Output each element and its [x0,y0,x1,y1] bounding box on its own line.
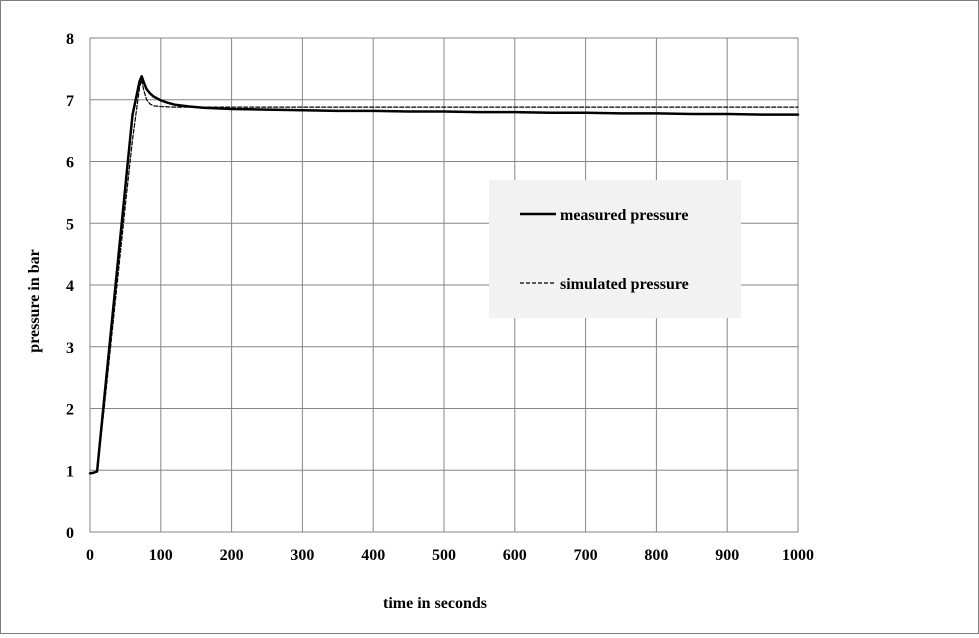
legend-measured-label: measured pressure [560,207,688,224]
y-tick-label: 7 [66,93,74,110]
legend-box [489,180,741,318]
x-tick-label: 500 [432,547,456,564]
x-axis-title: time in seconds [383,595,487,612]
y-tick-label: 5 [66,216,74,233]
y-tick-label: 8 [66,31,74,48]
y-tick-label: 3 [66,340,74,357]
x-tick-label: 400 [361,547,385,564]
y-tick-label: 0 [66,525,74,542]
x-tick-label: 600 [503,547,527,564]
series-layer [88,75,800,475]
x-tick-label: 700 [574,547,598,564]
x-tick-label: 100 [149,547,173,564]
y-tick-label: 4 [66,278,74,295]
x-tick-label: 300 [290,547,314,564]
y-axis-title: pressure in bar [26,249,43,352]
simulated-pressure-line [89,79,799,474]
y-tick-label: 2 [66,402,74,419]
y-tick-label: 6 [66,155,74,172]
legend: measured pressure simulated pressure [489,180,741,318]
x-tick-label: 200 [220,547,244,564]
plot-area-border [89,37,799,533]
y-tick-label: 1 [66,463,74,480]
axis-layer: 0 100 200 300 400 500 600 700 800 900 1000 0 1 2 3 4 5 6 7… [66,31,814,564]
measured-pressure-line [88,75,800,475]
legend-simulated-label: simulated pressure [560,276,689,293]
x-tick-label: 1000 [782,547,814,564]
x-tick-label: 800 [644,547,668,564]
x-tick-label: 900 [715,547,739,564]
x-tick-label: 0 [86,547,94,564]
